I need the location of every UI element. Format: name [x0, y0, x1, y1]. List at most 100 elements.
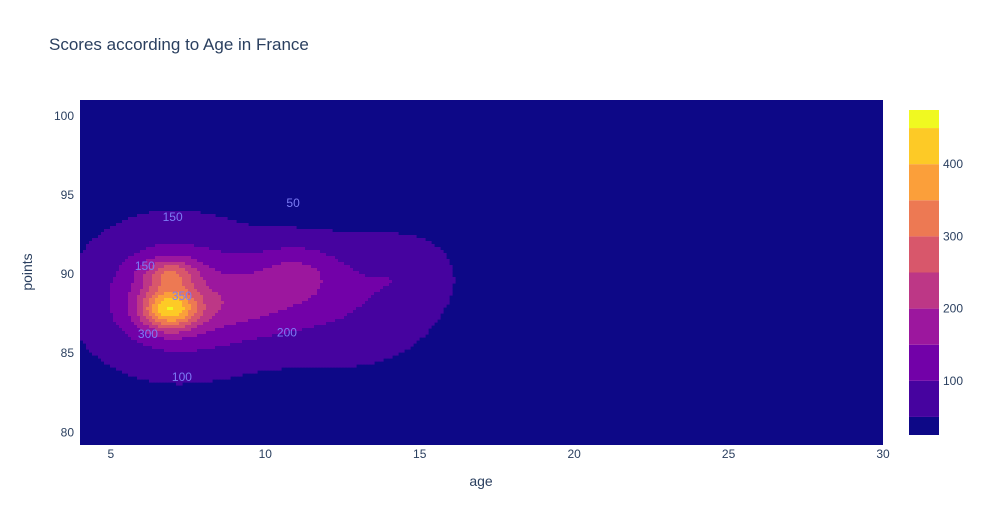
contour-cell — [233, 280, 237, 284]
contour-cell — [152, 322, 156, 326]
contour-cell — [368, 295, 372, 299]
contour-cell — [389, 316, 393, 320]
contour-cell — [158, 268, 162, 272]
contour-cell — [248, 232, 252, 236]
contour-cell — [140, 331, 144, 335]
contour-cell — [221, 271, 225, 275]
contour-cell — [332, 346, 336, 350]
contour-cell — [203, 262, 207, 266]
contour-cell — [278, 316, 282, 320]
contour-cell — [239, 334, 243, 338]
contour-cell — [203, 313, 207, 317]
contour-cell — [146, 340, 150, 344]
contour-cell — [329, 298, 333, 302]
contour-cell — [299, 298, 303, 302]
contour-cell — [167, 313, 171, 317]
contour-cell — [398, 283, 402, 287]
contour-cell — [311, 247, 315, 251]
contour-cell — [368, 331, 372, 335]
contour-cell — [341, 331, 345, 335]
contour-cell — [155, 325, 159, 329]
contour-cell — [173, 235, 177, 239]
contour-cell — [134, 262, 138, 266]
contour-cell — [389, 289, 393, 293]
contour-cell — [317, 268, 321, 272]
contour-cell — [332, 274, 336, 278]
contour-cell — [152, 241, 156, 245]
contour-cell — [149, 331, 153, 335]
contour-cell — [260, 289, 264, 293]
contour-cell — [98, 256, 102, 260]
contour-cell — [287, 322, 291, 326]
contour-cell — [152, 247, 156, 251]
contour-cell — [185, 250, 189, 254]
contour-cell — [188, 283, 192, 287]
contour-cell — [191, 244, 195, 248]
contour-cell — [236, 250, 240, 254]
contour-cell — [122, 274, 126, 278]
contour-cell — [368, 238, 372, 242]
contour-cell — [194, 283, 198, 287]
contour-cell — [290, 349, 294, 353]
contour-cell — [206, 250, 210, 254]
contour-cell — [224, 334, 228, 338]
contour-cell — [128, 310, 132, 314]
contour-cell — [140, 256, 144, 260]
contour-cell — [410, 325, 414, 329]
contour-cell — [374, 232, 378, 236]
contour-cell — [356, 346, 360, 350]
contour-cell — [242, 232, 246, 236]
contour-cell — [200, 337, 204, 341]
contour-cell — [305, 313, 309, 317]
contour-cell — [317, 280, 321, 284]
contour-cell — [287, 310, 291, 314]
contour-cell — [140, 337, 144, 341]
contour-cell — [161, 268, 165, 272]
contour-cell — [290, 244, 294, 248]
contour-cell — [380, 253, 384, 257]
contour-cell — [383, 256, 387, 260]
contour-cell — [278, 322, 282, 326]
contour-cell — [104, 337, 108, 341]
contour-cell — [371, 340, 375, 344]
contour-cell — [146, 262, 150, 266]
contour-cell — [146, 268, 150, 272]
contour-cell — [380, 274, 384, 278]
contour-cell — [122, 226, 126, 230]
contour-cell — [182, 307, 186, 311]
contour-cell — [200, 343, 204, 347]
contour-cell — [293, 325, 297, 329]
contour-cell — [362, 316, 366, 320]
contour-cell — [170, 334, 174, 338]
contour-cell — [368, 304, 372, 308]
contour-cell — [326, 310, 330, 314]
contour-cell — [101, 295, 105, 299]
contour-cell — [125, 280, 129, 284]
contour-cell — [203, 307, 207, 311]
contour-cell — [272, 328, 276, 332]
contour-cell — [164, 226, 168, 230]
contour-cell — [305, 292, 309, 296]
contour-cell — [302, 265, 306, 269]
contour-cell — [317, 301, 321, 305]
contour-cell — [95, 325, 99, 329]
contour-cell — [398, 316, 402, 320]
contour-cell — [128, 277, 132, 281]
contour-cell — [164, 286, 168, 290]
contour-cell — [425, 298, 429, 302]
contour-cell — [278, 244, 282, 248]
contour-cell — [92, 346, 96, 350]
contour-cell — [272, 337, 276, 341]
contour-cell — [287, 256, 291, 260]
contour-cell — [341, 238, 345, 242]
contour-cell — [230, 262, 234, 266]
contour-cell — [134, 226, 138, 230]
contour-cell — [128, 319, 132, 323]
contour-cell — [89, 304, 93, 308]
contour-cell — [440, 274, 444, 278]
contour-cell — [404, 328, 408, 332]
contour-cell — [251, 295, 255, 299]
contour-cell — [311, 277, 315, 281]
contour-cell — [356, 298, 360, 302]
contour-cell — [107, 274, 111, 278]
